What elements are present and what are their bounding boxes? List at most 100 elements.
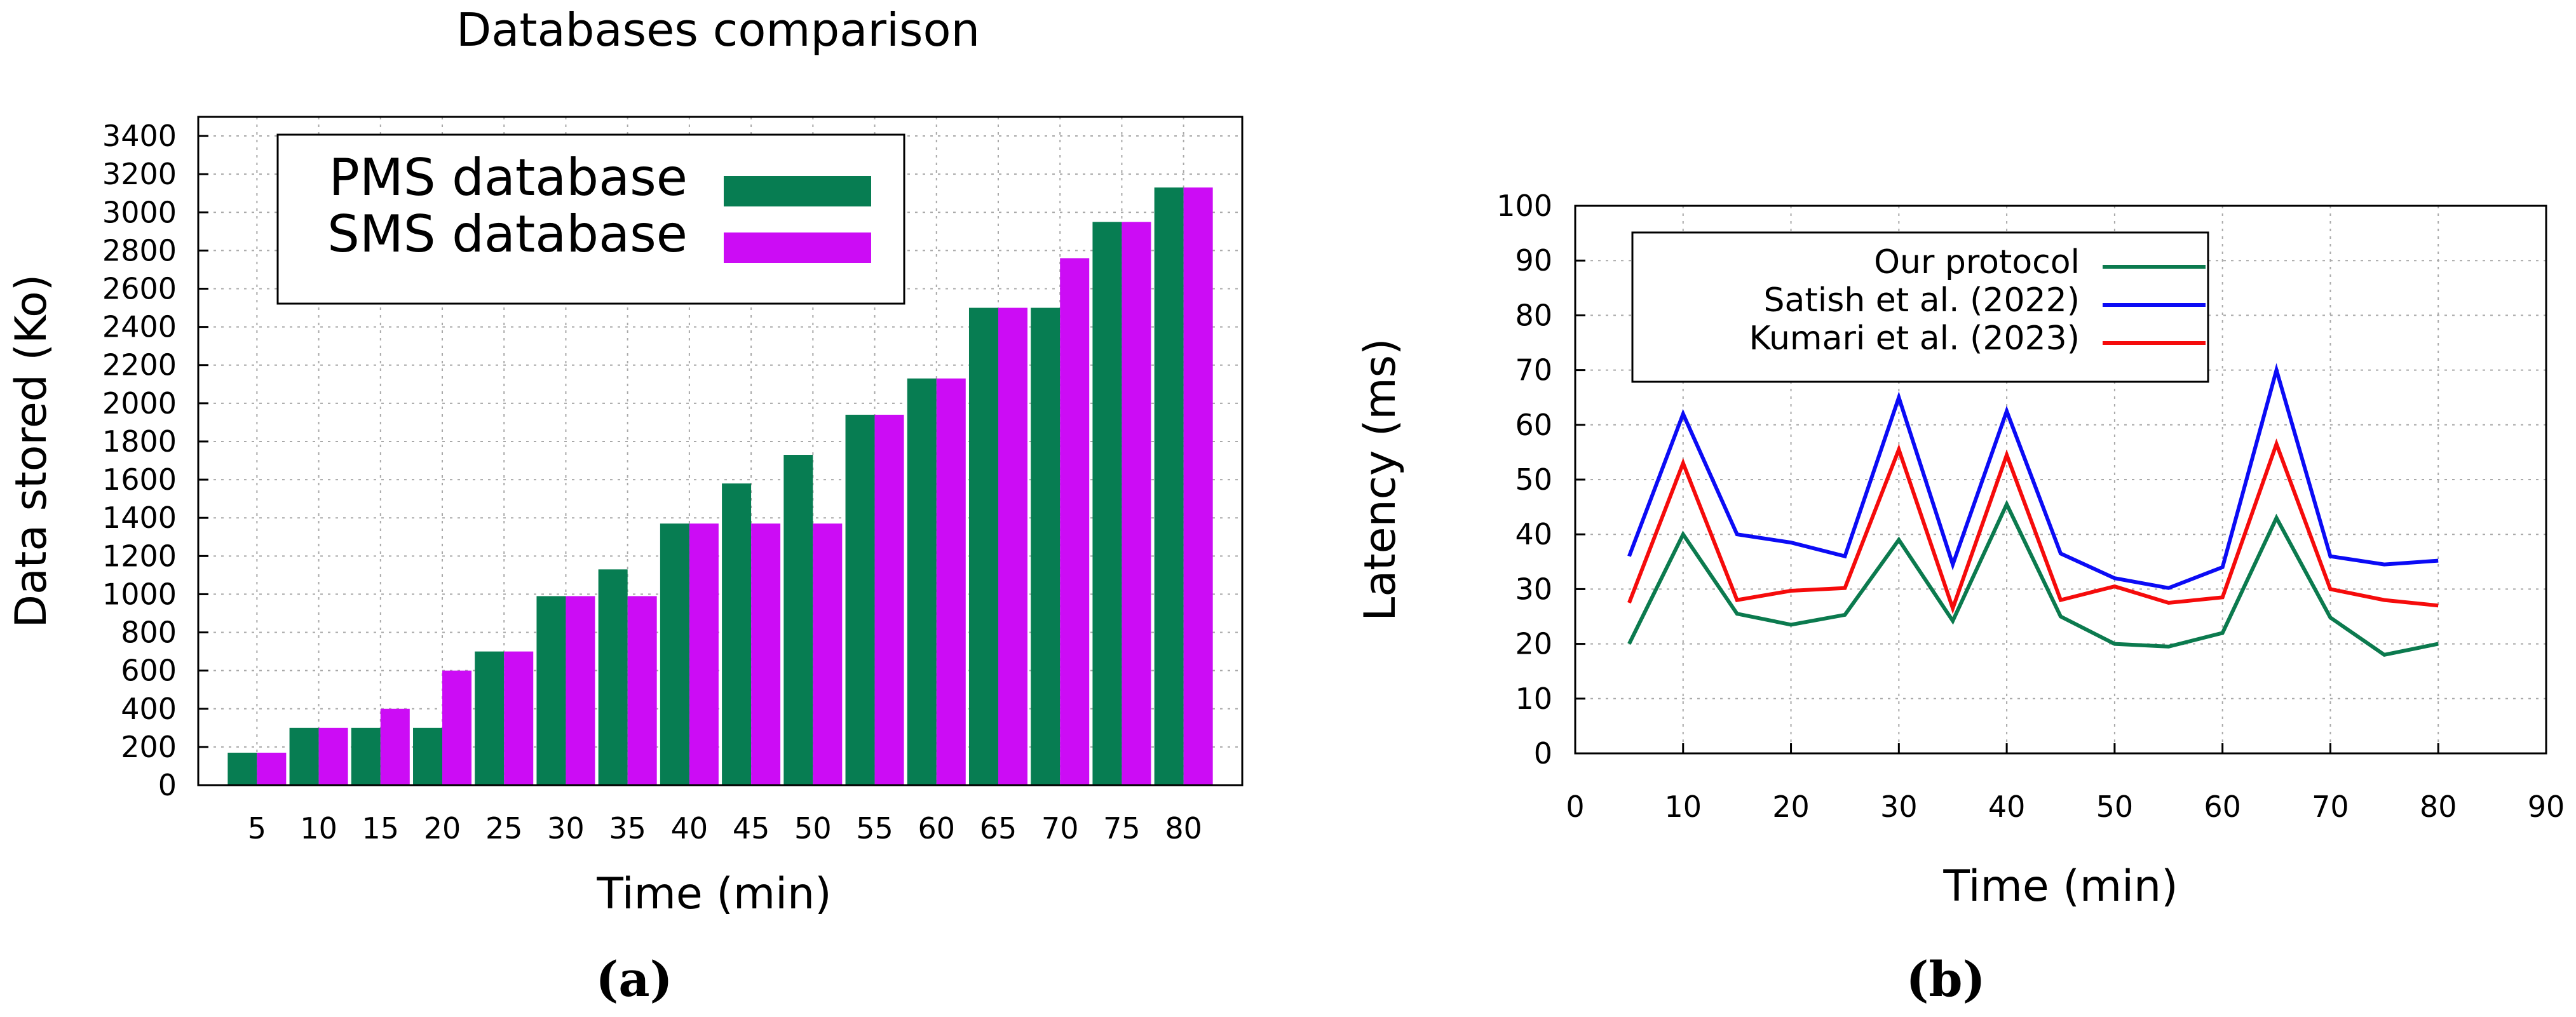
tick-label-a-y: 200 (121, 730, 177, 764)
tick-label-a-x: 75 (1103, 811, 1141, 845)
tick-label-b-y: 10 (1515, 682, 1552, 716)
tick-label-a-y: 0 (158, 768, 177, 802)
bar-pms (536, 596, 566, 785)
tick-label-a-x: 65 (980, 811, 1017, 845)
tick-label-a-y: 2200 (102, 348, 177, 382)
tick-label-b-y: 90 (1515, 243, 1552, 278)
legend-a-label-sms: SMS database (327, 205, 688, 264)
tick-label-a-y: 1400 (102, 501, 177, 535)
bar-sms (627, 596, 657, 785)
bar-sms (998, 307, 1027, 786)
legend-a-swatch-sms (724, 232, 871, 263)
tick-label-a-y: 3200 (102, 157, 177, 191)
chart-a-x-tick-labels: 5 10 15 20 25 30 35 40 45 50 55 60 65 70 75 80 (248, 811, 1202, 845)
bar-sms (318, 727, 348, 785)
tick-label-b-y: 30 (1515, 572, 1552, 606)
tick-label-a-x: 45 (733, 811, 770, 845)
bar-pms (907, 378, 937, 785)
bar-pms (783, 455, 813, 785)
tick-label-b-y: 70 (1515, 353, 1552, 387)
chart-a-legend-box (276, 133, 905, 305)
tick-label-a-x: 70 (1041, 811, 1079, 845)
legend-a-swatch-pms (724, 176, 871, 206)
tick-label-b-x: 20 (1772, 790, 1810, 824)
legend-b-label-satish: Satish et al. (2022) (1764, 281, 2080, 320)
tick-label-b-x: 40 (1988, 790, 2026, 824)
tick-label-b-x: 30 (1880, 790, 1918, 824)
bar-pms (1154, 187, 1184, 785)
bar-sms (1122, 222, 1151, 785)
tick-label-b-x: 0 (1566, 790, 1584, 824)
tick-label-b-x: 90 (2528, 790, 2565, 824)
bar-pms (227, 752, 257, 785)
legend-b-label-ours: Our protocol (1874, 243, 2080, 281)
bar-pms (475, 651, 505, 785)
tick-label-b-y: 50 (1515, 462, 1552, 497)
bar-sms (936, 378, 966, 785)
tick-label-a-y: 3000 (102, 195, 177, 229)
bar-sms (813, 523, 843, 785)
legend-a-label-pms: PMS database (329, 148, 688, 207)
tick-label-a-y: 800 (121, 616, 177, 650)
bar-pms (660, 523, 689, 785)
bar-sms (1060, 258, 1090, 785)
tick-label-b-x: 60 (2204, 790, 2241, 824)
bar-sms (1183, 187, 1213, 785)
chart-a-legend: PMS database SMS database (276, 133, 905, 305)
tick-label-a-x: 25 (485, 811, 523, 845)
bar-sms (257, 752, 287, 785)
panel-b-line-chart: 0 10 20 30 40 50 60 70 80 90 100 0 10 20 30 40 50 60 70 80… (1355, 189, 2565, 1007)
tick-label-a-y: 3400 (102, 119, 177, 153)
tick-label-a-y: 1000 (102, 577, 177, 611)
bar-sms (504, 651, 534, 785)
tick-label-b-y: 40 (1515, 517, 1552, 551)
bar-pms (722, 483, 752, 785)
chart-a-x-axis-label: Time (min) (596, 869, 831, 919)
panel-a-bar-chart: Databases comparison 0 200 400 600 800 1000 12… (6, 3, 1244, 1007)
tick-label-a-x: 20 (424, 811, 461, 845)
tick-label-a-y: 1800 (102, 424, 177, 459)
tick-label-a-x: 40 (671, 811, 708, 845)
chart-a-plot-frame (197, 116, 1244, 786)
tick-label-a-y: 400 (121, 692, 177, 726)
tick-label-a-y: 2800 (102, 233, 177, 267)
tick-label-a-x: 30 (547, 811, 585, 845)
chart-b-x-tick-labels: 0 10 20 30 40 50 60 70 80 90 (1566, 743, 2565, 824)
tick-label-a-y: 1200 (102, 539, 177, 573)
tick-label-a-y: 600 (121, 654, 177, 688)
bar-pms (1092, 222, 1122, 785)
chart-b-lines (1627, 363, 2439, 657)
tick-label-a-x: 35 (609, 811, 646, 845)
bar-pms (968, 307, 998, 786)
panel-b-label: (b) (1906, 951, 1985, 1007)
chart-a-y-axis-label: Data stored (Ko) (6, 274, 57, 628)
bar-sms (566, 596, 595, 785)
chart-b-legend: Our protocol Satish et al. (2022) Kumari… (1631, 231, 2209, 383)
tick-label-b-x: 70 (2312, 790, 2349, 824)
tick-label-a-x: 15 (362, 811, 400, 845)
tick-label-b-y: 60 (1515, 408, 1552, 442)
bar-sms (380, 708, 410, 785)
tick-label-b-y: 20 (1515, 627, 1552, 661)
tick-label-b-y: 100 (1496, 189, 1552, 223)
bar-sms (751, 523, 781, 785)
tick-label-a-y: 1600 (102, 462, 177, 497)
bar-sms (442, 670, 472, 785)
tick-label-b-x: 50 (2096, 790, 2134, 824)
chart-a-title: Databases comparison (456, 3, 980, 57)
tick-label-b-y: 0 (1534, 736, 1552, 771)
tick-label-a-x: 80 (1165, 811, 1202, 845)
tick-label-a-x: 5 (248, 811, 266, 845)
bar-pms (1031, 307, 1061, 786)
chart-b-legend-box (1631, 231, 2209, 383)
tick-label-a-y: 2000 (102, 386, 177, 421)
chart-b-y-axis-label: Latency (ms) (1355, 338, 1406, 621)
bar-pms (413, 727, 443, 785)
tick-label-a-x: 50 (794, 811, 832, 845)
bar-pms (845, 414, 875, 785)
tick-label-a-x: 10 (300, 811, 337, 845)
bar-sms (689, 523, 719, 785)
bar-pms (289, 727, 319, 785)
